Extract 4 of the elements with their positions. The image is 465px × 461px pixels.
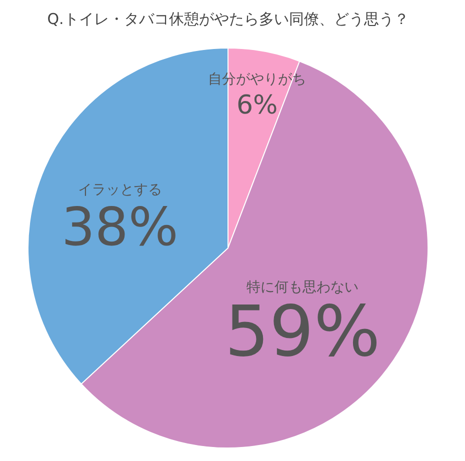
chart-title: Q.トイレ・タバコ休憩がやたら多い同僚、どう思う？ xyxy=(47,10,409,28)
data-label: 38% xyxy=(61,196,178,258)
data-label: 6% xyxy=(236,90,278,121)
slice-label: イラッとする xyxy=(78,182,162,198)
